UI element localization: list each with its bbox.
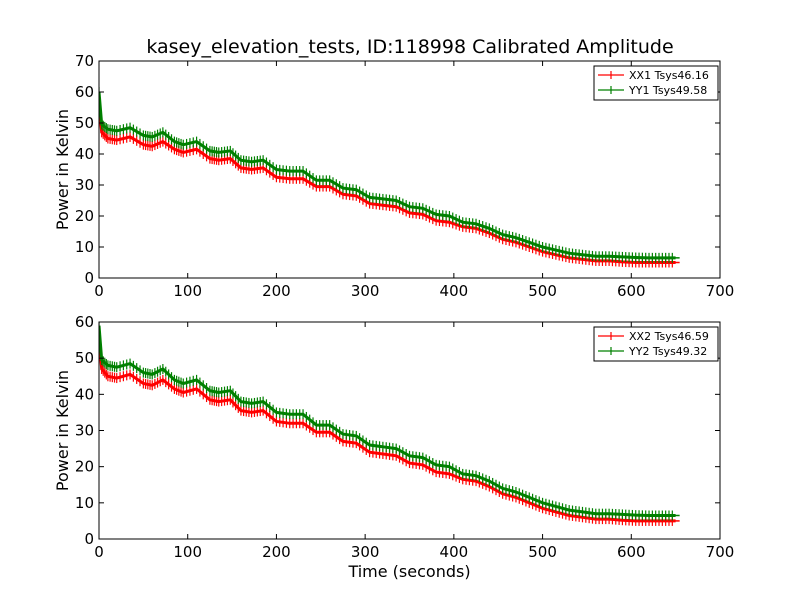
chart-title: kasey_elevation_tests, ID:118998 Calibra… [146,36,673,58]
y-tick-label: 50 [75,114,94,132]
y-tick-label: 60 [75,83,94,101]
series-line-2 [99,91,676,260]
legend-box [593,326,719,362]
x-tick-label: 500 [528,282,557,300]
x-tick-label: 600 [617,543,646,561]
y-tick-label: 20 [75,458,94,476]
legend: XX1 Tsys46.16 YY1 Tsys49.58 [593,65,719,101]
y-tick-label: 30 [75,176,94,194]
x-tick-label: 400 [440,543,469,561]
legend-label: XX2 Tsys46.59 [629,330,709,343]
y-tick-label: 10 [75,494,94,512]
x-tick-label: 200 [262,282,291,300]
y-axis-label: Power in Kelvin [53,109,72,230]
x-axis-label: Time (seconds) [347,562,470,581]
legend-label: YY2 Tsys49.32 [628,345,707,358]
y-tick-label: 20 [75,207,94,225]
y-tick-label: 40 [75,145,94,163]
y-tick-label: 0 [84,530,94,548]
x-tick-label: 400 [440,282,469,300]
x-tick-label: 100 [173,282,202,300]
x-tick-label: 0 [94,543,104,561]
x-tick-label: 100 [173,543,202,561]
y-tick-label: 30 [75,422,94,440]
legend-box [593,65,719,101]
y-tick-label: 40 [75,385,94,403]
x-tick-label: 700 [706,282,735,300]
axes-frame [98,60,721,279]
x-tick-label: 500 [528,543,557,561]
bottom-panel: 0 100 200 300 400 500 600 700 0 10 20 30 40 50 60 Power… [53,313,734,581]
legend-label: XX1 Tsys46.16 [629,69,709,82]
x-tick-label: 0 [94,282,104,300]
top-panel: 0 100 200 300 400 500 600 700 0 10 20 30 40 50 60 70 Pow… [53,52,734,300]
x-tick-label: 300 [351,543,380,561]
series-line-2 [99,325,676,517]
x-tick-label: 200 [262,543,291,561]
y-axis-label: Power in Kelvin [53,370,72,491]
y-tick-label: 70 [75,52,94,70]
series-line-1 [99,336,676,523]
plot-area [99,87,680,268]
y-tick-label: 60 [75,313,94,331]
y-tick-label: 50 [75,349,94,367]
series-line-1 [99,101,676,264]
x-tick-label: 300 [351,282,380,300]
plot-area [99,322,680,526]
x-tick-label: 700 [706,543,735,561]
legend-label: YY1 Tsys49.58 [628,84,707,97]
y-tick-label: 10 [75,238,94,256]
x-tick-label: 600 [617,282,646,300]
legend: XX2 Tsys46.59 YY2 Tsys49.32 [593,326,719,362]
y-tick-label: 0 [84,269,94,287]
